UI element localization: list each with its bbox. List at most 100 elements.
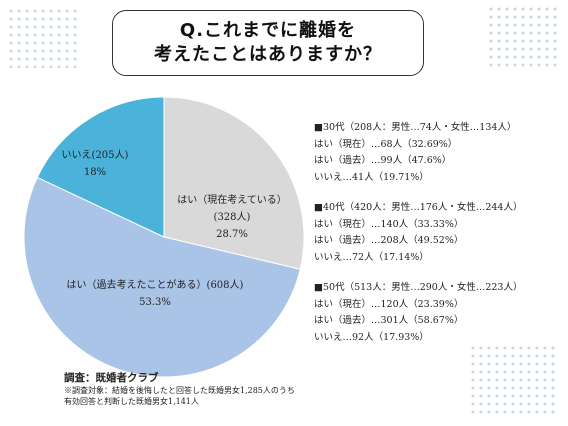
decorative-dot [49, 65, 53, 68]
decorative-dot [545, 39, 549, 43]
decorative-dot [41, 65, 45, 68]
decorative-dot [521, 39, 525, 43]
decorative-dot [25, 57, 29, 61]
survey-note-line1: ※調査対象：結婚を後悔したと回答した既婚男女1,285人のうち [64, 386, 295, 395]
decorative-dot [529, 15, 533, 19]
decorative-dot [511, 370, 515, 374]
decorative-dot [497, 55, 501, 59]
decorative-dot [73, 41, 77, 45]
decorative-dot [529, 31, 533, 35]
decorative-dot [497, 15, 501, 19]
decorative-dot [49, 33, 53, 37]
decorative-dot [41, 33, 45, 37]
decorative-dot [543, 362, 547, 366]
decorative-dot [551, 346, 555, 350]
decorative-dot [519, 394, 523, 398]
decorative-dot [57, 57, 61, 61]
question-title-line2: 考えたことはありますか？ [154, 44, 382, 65]
decorative-dot [497, 31, 501, 35]
decorative-dot [479, 378, 483, 382]
decorative-dot [511, 362, 515, 366]
decorative-dot [535, 402, 539, 406]
decorative-dot [479, 354, 483, 358]
decorative-dot [527, 362, 531, 366]
decorative-dot [553, 31, 557, 35]
decorative-dot [503, 378, 507, 382]
decorative-dot [25, 65, 29, 68]
decorative-dot [543, 386, 547, 390]
decorative-dot [505, 63, 509, 67]
decorative-dot [503, 410, 507, 414]
decorative-dot [33, 9, 37, 13]
decorative-dot [527, 354, 531, 358]
stats-block-40s: ■40代（420人：男性…176人・女性…244人） はい（現在）…140人（3… [314, 200, 522, 266]
decorative-dot [65, 41, 69, 45]
decorative-dot [513, 15, 517, 19]
decorative-dot [9, 25, 13, 29]
decorative-dot [511, 410, 515, 414]
decorative-dot [529, 63, 533, 67]
decorative-dot [17, 9, 21, 13]
decorative-dot [65, 33, 69, 37]
stats-block-30s: ■30代（208人：男性…74人・女性…134人） はい（現在）…68人（32.… [314, 120, 516, 186]
decorative-dot [479, 362, 483, 366]
decorative-dot [537, 63, 541, 67]
decorative-dot [537, 31, 541, 35]
decorative-dot [497, 63, 501, 67]
decorative-dot [73, 9, 77, 13]
question-title-line1: Q.これまでに離婚を [179, 20, 357, 41]
decorative-dot [33, 65, 37, 68]
decorative-dot [505, 7, 509, 11]
decorative-dot [57, 65, 61, 68]
decorative-dot [553, 39, 557, 43]
decorative-dot [513, 39, 517, 43]
decorative-dot [471, 362, 475, 366]
decorative-dot [551, 394, 555, 398]
decorative-dot [553, 23, 557, 27]
pie-slice-label: はい（現在考えている） [177, 194, 287, 206]
decorative-dot [505, 15, 509, 19]
decorative-dot [17, 49, 21, 53]
decorative-dot [41, 17, 45, 21]
decorative-dot [495, 410, 499, 414]
decorative-dot [529, 55, 533, 59]
decorative-dot [9, 65, 13, 68]
stats-row: はい（過去）…301人（58.67%） [314, 315, 464, 326]
decorative-dot [495, 354, 499, 358]
decorative-dot [535, 362, 539, 366]
decorative-dot [537, 47, 541, 51]
decorative-dot [511, 346, 515, 350]
decorative-dot [65, 9, 69, 13]
decorative-dot [33, 49, 37, 53]
decorative-dot [535, 386, 539, 390]
decorative-dot [543, 354, 547, 358]
stats-row: いいえ…72人（17.14%） [314, 251, 429, 263]
decorative-dot [551, 386, 555, 390]
decorative-dot [489, 15, 493, 19]
stats-block-50s: ■50代（513人：男性…290人・女性…223人） はい（現在）…120人（2… [314, 280, 522, 346]
decorative-dot [527, 370, 531, 374]
decorative-dot [471, 378, 475, 382]
decorative-dot [511, 354, 515, 358]
decorative-dot [25, 49, 29, 53]
decorative-dot [495, 386, 499, 390]
decorative-dot [535, 370, 539, 374]
decorative-dot [57, 17, 61, 21]
decorative-dot [545, 15, 549, 19]
decorative-dot [553, 7, 557, 11]
stats-header: ■30代（208人：男性…74人・女性…134人） [314, 122, 517, 133]
decorative-dot [9, 57, 13, 61]
decorative-dot [9, 17, 13, 21]
decorative-dot [25, 17, 29, 21]
decorative-dot [41, 9, 45, 13]
decorative-dot [489, 63, 493, 67]
decorative-dot [9, 9, 13, 13]
decorative-dot [551, 370, 555, 374]
decorative-dot [471, 346, 475, 350]
decorative-dot [505, 39, 509, 43]
decorative-dot [503, 362, 507, 366]
survey-source: 調査：既婚者クラブ [64, 372, 159, 384]
decorative-dot [513, 47, 517, 51]
question-title-box: Q.これまでに離婚を 考えたことはありますか？ [112, 10, 424, 76]
